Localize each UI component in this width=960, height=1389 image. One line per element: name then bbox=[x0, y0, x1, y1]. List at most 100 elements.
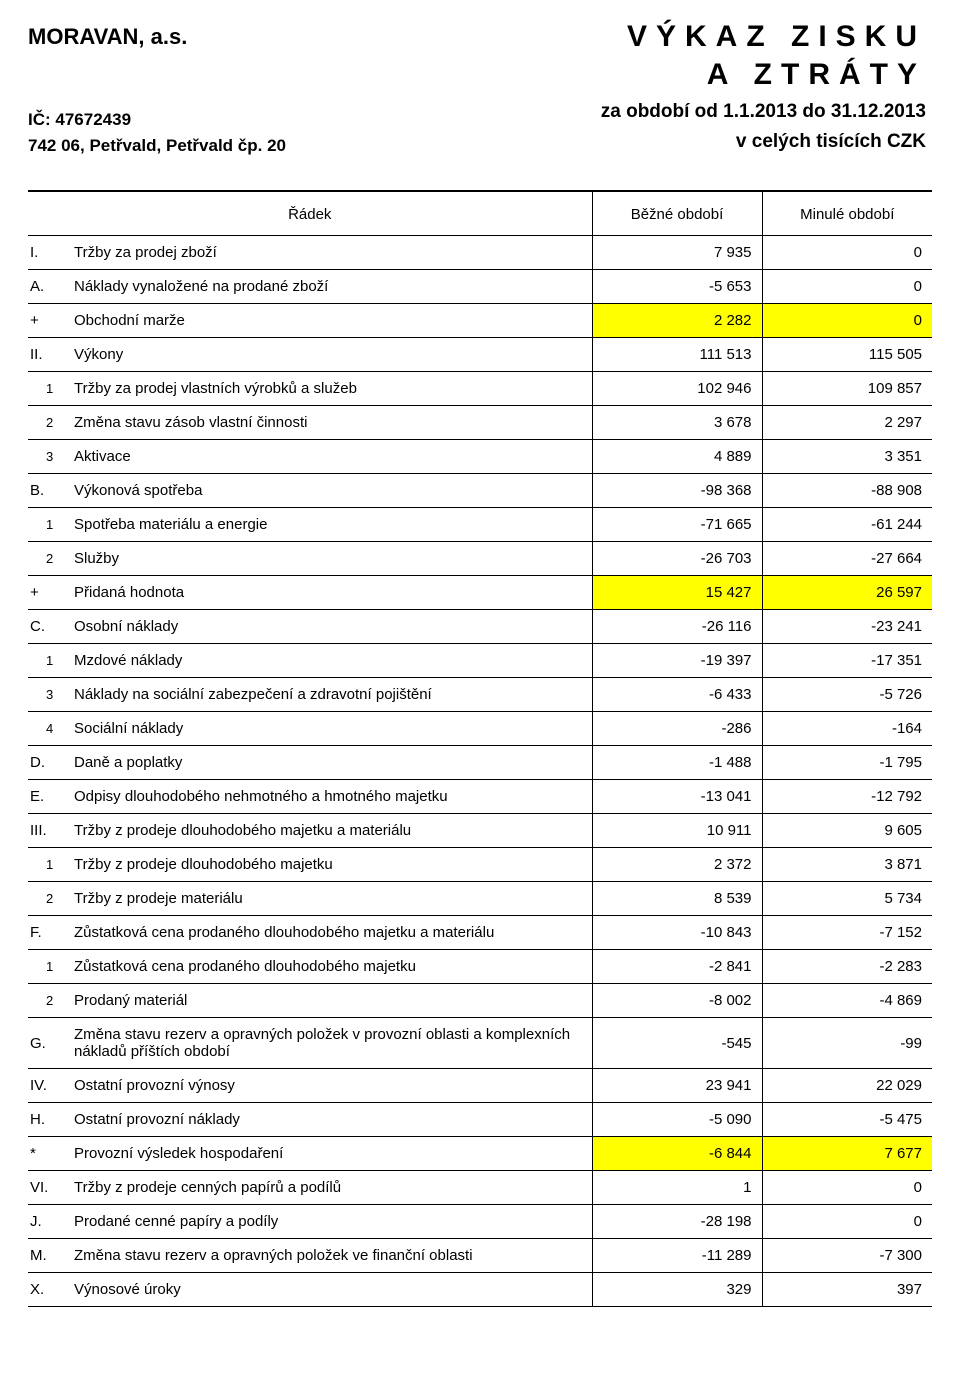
row-code: 3 bbox=[28, 678, 72, 712]
document-title: VÝKAZ ZISKU A ZTRÁTY bbox=[627, 18, 926, 93]
row-code: 1 bbox=[28, 508, 72, 542]
row-description: Náklady vynaložené na prodané zboží bbox=[72, 270, 592, 304]
table-row: 1Tržby z prodeje dlouhodobého majetku2 3… bbox=[28, 848, 932, 882]
col-header-current: Běžné období bbox=[592, 191, 762, 236]
row-code: 3 bbox=[28, 440, 72, 474]
row-description: Tržby z prodeje cenných papírů a podílů bbox=[72, 1171, 592, 1205]
table-row: 3Náklady na sociální zabezpečení a zdrav… bbox=[28, 678, 932, 712]
row-value-prior: -2 283 bbox=[762, 950, 932, 984]
row-value-prior: -99 bbox=[762, 1018, 932, 1069]
table-row: X.Výnosové úroky329397 bbox=[28, 1273, 932, 1307]
row-value-prior: 0 bbox=[762, 1205, 932, 1239]
row-code: 2 bbox=[28, 882, 72, 916]
row-code: 1 bbox=[28, 950, 72, 984]
table-row: M.Změna stavu rezerv a opravných položek… bbox=[28, 1239, 932, 1273]
row-value-prior: 3 871 bbox=[762, 848, 932, 882]
table-row: 1Tržby za prodej vlastních výrobků a slu… bbox=[28, 372, 932, 406]
row-description: Odpisy dlouhodobého nehmotného a hmotnéh… bbox=[72, 780, 592, 814]
row-code: * bbox=[28, 1137, 72, 1171]
table-row: 1Mzdové náklady-19 397-17 351 bbox=[28, 644, 932, 678]
row-value-prior: -61 244 bbox=[762, 508, 932, 542]
table-row: B.Výkonová spotřeba-98 368-88 908 bbox=[28, 474, 932, 508]
row-description: Výkony bbox=[72, 338, 592, 372]
row-value-prior: 2 297 bbox=[762, 406, 932, 440]
row-value-prior: -23 241 bbox=[762, 610, 932, 644]
table-row: *Provozní výsledek hospodaření-6 8447 67… bbox=[28, 1137, 932, 1171]
row-value-current: -5 653 bbox=[592, 270, 762, 304]
table-row: 4Sociální náklady-286-164 bbox=[28, 712, 932, 746]
row-description: Změna stavu rezerv a opravných položek v… bbox=[72, 1239, 592, 1273]
table-header-row: Řádek Běžné období Minulé období bbox=[28, 191, 932, 236]
row-value-current: 8 539 bbox=[592, 882, 762, 916]
row-description: Mzdové náklady bbox=[72, 644, 592, 678]
row-description: Tržby z prodeje dlouhodobého majetku bbox=[72, 848, 592, 882]
row-value-current: -10 843 bbox=[592, 916, 762, 950]
row-value-current: 102 946 bbox=[592, 372, 762, 406]
row-description: Změna stavu rezerv a opravných položek v… bbox=[72, 1018, 592, 1069]
table-row: D.Daně a poplatky-1 488-1 795 bbox=[28, 746, 932, 780]
row-description: Daně a poplatky bbox=[72, 746, 592, 780]
units: v celých tisících CZK bbox=[601, 127, 926, 157]
row-value-current: -19 397 bbox=[592, 644, 762, 678]
row-value-current: -5 090 bbox=[592, 1103, 762, 1137]
row-code: B. bbox=[28, 474, 72, 508]
table-row: +Obchodní marže2 2820 bbox=[28, 304, 932, 338]
row-code: 1 bbox=[28, 848, 72, 882]
row-value-current: 4 889 bbox=[592, 440, 762, 474]
row-description: Provozní výsledek hospodaření bbox=[72, 1137, 592, 1171]
row-value-current: -545 bbox=[592, 1018, 762, 1069]
row-value-prior: -7 152 bbox=[762, 916, 932, 950]
row-value-current: -8 002 bbox=[592, 984, 762, 1018]
row-value-prior: 9 605 bbox=[762, 814, 932, 848]
table-row: J.Prodané cenné papíry a podíly-28 1980 bbox=[28, 1205, 932, 1239]
row-description: Obchodní marže bbox=[72, 304, 592, 338]
table-row: VI.Tržby z prodeje cenných papírů a podí… bbox=[28, 1171, 932, 1205]
period-info: za období od 1.1.2013 do 31.12.2013 v ce… bbox=[601, 97, 926, 158]
row-description: Výnosové úroky bbox=[72, 1273, 592, 1307]
row-description: Sociální náklady bbox=[72, 712, 592, 746]
row-value-prior: 109 857 bbox=[762, 372, 932, 406]
table-row: 2Tržby z prodeje materiálu8 5395 734 bbox=[28, 882, 932, 916]
row-description: Ostatní provozní náklady bbox=[72, 1103, 592, 1137]
company-info: IČ: 47672439 742 06, Petřvald, Petřvald … bbox=[28, 107, 286, 158]
row-description: Osobní náklady bbox=[72, 610, 592, 644]
row-value-prior: 3 351 bbox=[762, 440, 932, 474]
table-row: 2Prodaný materiál-8 002-4 869 bbox=[28, 984, 932, 1018]
row-value-current: -71 665 bbox=[592, 508, 762, 542]
row-code: III. bbox=[28, 814, 72, 848]
row-description: Prodané cenné papíry a podíly bbox=[72, 1205, 592, 1239]
table-row: 2Změna stavu zásob vlastní činnosti3 678… bbox=[28, 406, 932, 440]
row-code: G. bbox=[28, 1018, 72, 1069]
row-description: Výkonová spotřeba bbox=[72, 474, 592, 508]
row-value-prior: 5 734 bbox=[762, 882, 932, 916]
row-value-current: -98 368 bbox=[592, 474, 762, 508]
table-row: A.Náklady vynaložené na prodané zboží-5 … bbox=[28, 270, 932, 304]
row-value-prior: -164 bbox=[762, 712, 932, 746]
row-description: Náklady na sociální zabezpečení a zdravo… bbox=[72, 678, 592, 712]
row-code: 1 bbox=[28, 644, 72, 678]
row-value-prior: 0 bbox=[762, 1171, 932, 1205]
row-value-prior: -7 300 bbox=[762, 1239, 932, 1273]
row-value-current: 3 678 bbox=[592, 406, 762, 440]
row-code: 2 bbox=[28, 406, 72, 440]
row-code: VI. bbox=[28, 1171, 72, 1205]
row-value-current: -26 116 bbox=[592, 610, 762, 644]
col-header-prior: Minulé období bbox=[762, 191, 932, 236]
row-code: I. bbox=[28, 236, 72, 270]
row-code: D. bbox=[28, 746, 72, 780]
table-row: H.Ostatní provozní náklady-5 090-5 475 bbox=[28, 1103, 932, 1137]
row-value-prior: -1 795 bbox=[762, 746, 932, 780]
table-row: IV.Ostatní provozní výnosy23 94122 029 bbox=[28, 1069, 932, 1103]
financial-table: Řádek Běžné období Minulé období I. Tržby… bbox=[28, 190, 932, 1307]
table-row: 1Zůstatková cena prodaného dlouhodobého … bbox=[28, 950, 932, 984]
row-value-current: 2 282 bbox=[592, 304, 762, 338]
col-header-row: Řádek bbox=[28, 191, 592, 236]
row-description: Aktivace bbox=[72, 440, 592, 474]
row-code: 2 bbox=[28, 984, 72, 1018]
row-description: Zůstatková cena prodaného dlouhodobého m… bbox=[72, 950, 592, 984]
row-code: H. bbox=[28, 1103, 72, 1137]
period: za období od 1.1.2013 do 31.12.2013 bbox=[601, 97, 926, 127]
row-value-prior: -27 664 bbox=[762, 542, 932, 576]
row-description: Spotřeba materiálu a energie bbox=[72, 508, 592, 542]
row-description: Tržby za prodej vlastních výrobků a služ… bbox=[72, 372, 592, 406]
